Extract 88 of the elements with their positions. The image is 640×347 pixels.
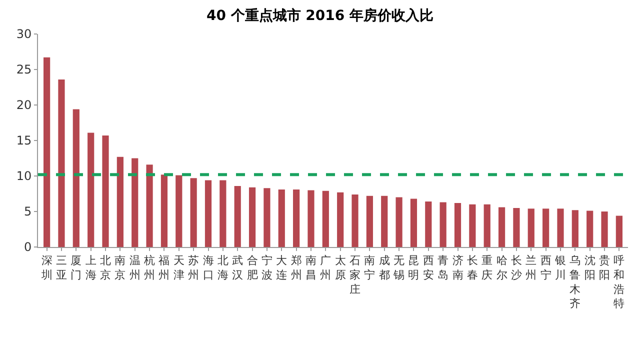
x-tick-label: 石家庄 (350, 254, 361, 296)
x-tick-label: 南京 (114, 254, 126, 282)
bar (58, 79, 65, 247)
x-tick-label: 成都 (378, 254, 390, 282)
bar (484, 204, 490, 247)
bar (352, 194, 358, 247)
bar (381, 196, 388, 247)
bar (248, 187, 256, 247)
x-tick-label: 三亚 (56, 254, 67, 282)
x-tick-label: 沈阳 (584, 254, 596, 282)
x-tick-label: 西宁 (540, 254, 552, 282)
bar (132, 158, 138, 247)
x-tick-label: 青岛 (438, 254, 449, 282)
x-tick-label: 长沙 (510, 254, 522, 282)
x-tick-label: 北海 (217, 254, 228, 282)
x-tick-label: 深圳 (40, 254, 52, 282)
bar (454, 202, 462, 247)
y-tick-label: 15 (16, 134, 32, 148)
x-tick-label: 南宁 (364, 254, 376, 282)
x-tick-label: 苏州 (188, 254, 200, 282)
bar (72, 109, 80, 247)
bar (425, 202, 432, 247)
chart-title: 40 个重点城市 2016 年房价收入比 (206, 7, 434, 24)
bar (396, 197, 402, 247)
bar (557, 208, 564, 247)
x-tick-label: 北京 (100, 254, 112, 282)
bar (264, 188, 270, 247)
y-tick-label: 0 (24, 240, 32, 254)
x-tick-label: 兰州 (526, 254, 537, 282)
bar (190, 178, 197, 247)
bar (204, 180, 212, 247)
x-tick-label: 哈尔 (496, 254, 508, 282)
x-tick-label: 大连 (276, 254, 288, 282)
y-tick-label: 10 (16, 169, 32, 184)
y-tick-label: 25 (16, 62, 32, 77)
x-tick-label: 长春 (466, 254, 478, 282)
bar (88, 132, 94, 247)
bar (322, 190, 329, 247)
bar (337, 192, 344, 247)
bar (308, 190, 314, 247)
bar (586, 210, 594, 247)
y-tick-label: 30 (16, 27, 32, 42)
x-tick-label: 上海 (85, 254, 96, 282)
bar (160, 174, 168, 247)
x-tick-label: 西安 (422, 254, 434, 282)
x-tick-label: 乌鲁木齐 (570, 254, 581, 310)
x-tick-label: 宁波 (261, 254, 272, 282)
x-tick-label: 合肥 (246, 254, 258, 282)
bar (146, 164, 153, 247)
x-tick-label: 银川 (554, 254, 566, 282)
y-tick-label: 20 (16, 98, 32, 112)
x-tick-label: 贵阳 (599, 254, 610, 282)
bar (293, 189, 300, 247)
x-tick-label: 呼和浩特 (614, 254, 625, 310)
x-tick-label: 杭州 (143, 254, 156, 282)
bar (616, 216, 622, 247)
bar (234, 186, 241, 247)
x-tick-label: 昆明 (408, 254, 420, 282)
x-tick-label: 济南 (452, 254, 464, 282)
x-tick-label: 厦门 (70, 254, 82, 282)
bar (440, 202, 446, 247)
x-tick-label: 武汉 (232, 254, 244, 282)
bar (116, 156, 124, 247)
bar (498, 207, 506, 247)
x-tick-label: 太原 (334, 254, 346, 282)
x-tick-label: 广州 (320, 254, 332, 282)
bar (366, 196, 373, 247)
x-tick-label: 海口 (202, 254, 214, 282)
bar (102, 136, 109, 247)
bar (513, 208, 520, 247)
x-tick-label: 天津 (173, 254, 184, 282)
bar (278, 189, 285, 247)
bar (542, 208, 550, 247)
x-tick-label: 无锡 (392, 254, 405, 282)
bar (528, 208, 534, 247)
bar (410, 198, 418, 247)
bar (220, 180, 226, 247)
bar (176, 175, 182, 247)
bar (572, 210, 578, 247)
bar (469, 204, 476, 247)
x-tick-label: 温州 (129, 254, 140, 282)
bar (601, 212, 608, 247)
x-tick-label: 南昌 (305, 254, 316, 282)
x-tick-label: 福州 (158, 254, 170, 282)
y-tick-label: 5 (24, 204, 32, 219)
bar (44, 57, 50, 247)
x-tick-label: 郑州 (290, 254, 302, 282)
x-tick-label: 重庆 (482, 254, 493, 282)
